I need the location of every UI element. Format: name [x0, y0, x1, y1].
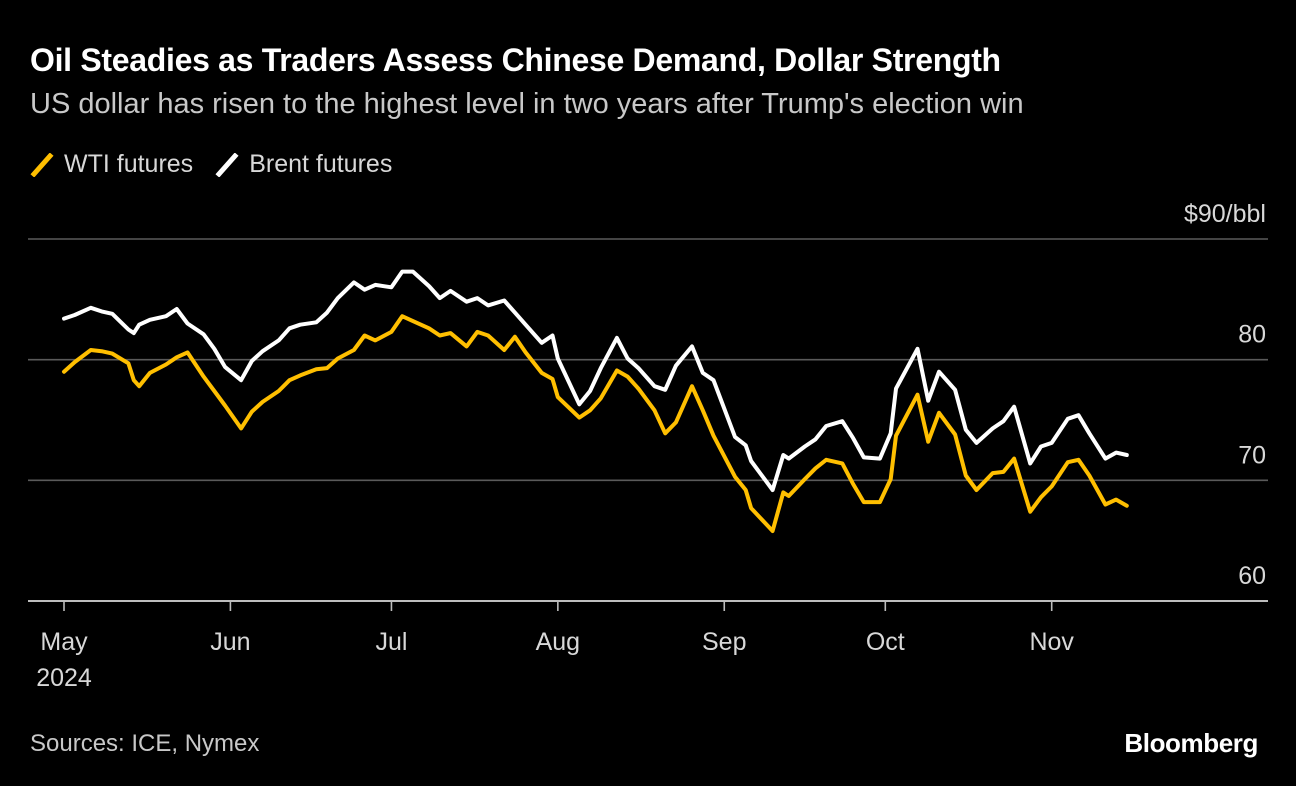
source-note: Sources: ICE, Nymex [30, 730, 260, 757]
legend-item-brent: Brent futures [215, 150, 392, 179]
y-tick-label: 60 [1238, 562, 1266, 590]
x-tick-label: May [40, 628, 88, 656]
brent-series-line [62, 269, 1129, 492]
x-tick-label: Nov [1029, 628, 1074, 656]
legend-label-wti: WTI futures [64, 150, 194, 178]
legend-item-wti: WTI futures [30, 150, 193, 179]
wti-series-line [62, 314, 1129, 533]
legend-swatch-brent [215, 152, 239, 177]
x-tick-label: Sep [702, 628, 746, 656]
x-tick-label: Jun [210, 628, 250, 656]
y-tick-label: $90/bbl [1184, 200, 1266, 228]
y-tick-label: 80 [1238, 321, 1266, 349]
y-tick-label: 70 [1238, 441, 1266, 469]
bloomberg-logo: Bloomberg [1124, 728, 1258, 758]
chart-legend: WTI futures Brent futures [30, 150, 392, 179]
legend-label-brent: Brent futures [249, 150, 393, 178]
chart-subtitle: US dollar has risen to the highest level… [30, 88, 1024, 120]
chart-title: Oil Steadies as Traders Assess Chinese D… [30, 42, 1001, 78]
x-tick-label: Oct [866, 628, 905, 656]
legend-swatch-wti [30, 152, 54, 177]
x-tick-label: Aug [536, 628, 580, 656]
x-tick-sublabel: 2024 [36, 664, 92, 692]
x-tick-label: Jul [375, 628, 407, 656]
